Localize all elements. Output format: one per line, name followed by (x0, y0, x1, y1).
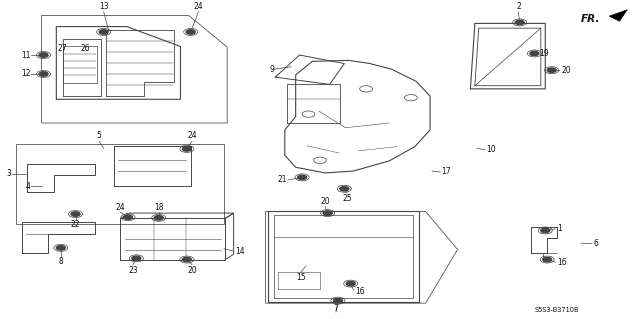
Text: 4: 4 (26, 182, 31, 191)
Circle shape (39, 72, 48, 76)
Circle shape (99, 30, 108, 34)
Text: 8: 8 (58, 257, 63, 266)
Text: 23: 23 (128, 266, 138, 275)
Circle shape (340, 187, 349, 191)
Text: 20: 20 (320, 197, 330, 206)
Text: 22: 22 (71, 220, 80, 229)
Text: 24: 24 (193, 2, 204, 11)
Circle shape (530, 51, 539, 56)
Circle shape (515, 20, 524, 25)
Circle shape (186, 30, 195, 34)
Circle shape (132, 256, 141, 261)
Circle shape (346, 281, 355, 286)
Text: FR.: FR. (581, 14, 600, 24)
Text: 24: 24 (187, 131, 197, 140)
Bar (16, 144, 224, 224)
Text: 24: 24 (115, 203, 125, 211)
Text: 18: 18 (154, 203, 163, 211)
Text: 17: 17 (442, 167, 451, 176)
Circle shape (298, 175, 307, 180)
Text: S5S3-B3710B: S5S3-B3710B (534, 307, 579, 313)
Circle shape (124, 215, 132, 219)
Text: 9: 9 (269, 65, 274, 74)
Circle shape (182, 257, 191, 262)
Text: 21: 21 (277, 175, 287, 184)
Circle shape (71, 212, 80, 216)
Circle shape (39, 53, 48, 57)
Text: 16: 16 (355, 287, 365, 296)
Text: 27: 27 (57, 44, 67, 54)
Polygon shape (609, 10, 627, 21)
Text: 6: 6 (594, 239, 599, 248)
Text: 13: 13 (99, 2, 109, 11)
Circle shape (543, 257, 552, 262)
Circle shape (323, 211, 332, 215)
Text: 3: 3 (6, 169, 12, 178)
Text: 20: 20 (562, 66, 572, 75)
Text: 16: 16 (557, 258, 566, 267)
Circle shape (547, 68, 556, 72)
Text: 12: 12 (21, 70, 31, 78)
Text: 1: 1 (557, 224, 561, 234)
Circle shape (541, 228, 550, 233)
Text: 14: 14 (236, 247, 245, 256)
Text: 26: 26 (80, 44, 90, 54)
Circle shape (56, 246, 65, 250)
Text: 19: 19 (539, 49, 548, 58)
Text: 10: 10 (486, 145, 496, 154)
Circle shape (333, 299, 342, 303)
Circle shape (182, 147, 191, 151)
Text: 2: 2 (516, 2, 521, 11)
Text: 25: 25 (342, 194, 352, 203)
Text: 5: 5 (97, 131, 102, 140)
Text: 15: 15 (296, 273, 306, 282)
Text: 20: 20 (187, 266, 197, 275)
Circle shape (154, 216, 163, 220)
Text: 11: 11 (21, 50, 31, 60)
Text: 7: 7 (333, 304, 339, 313)
